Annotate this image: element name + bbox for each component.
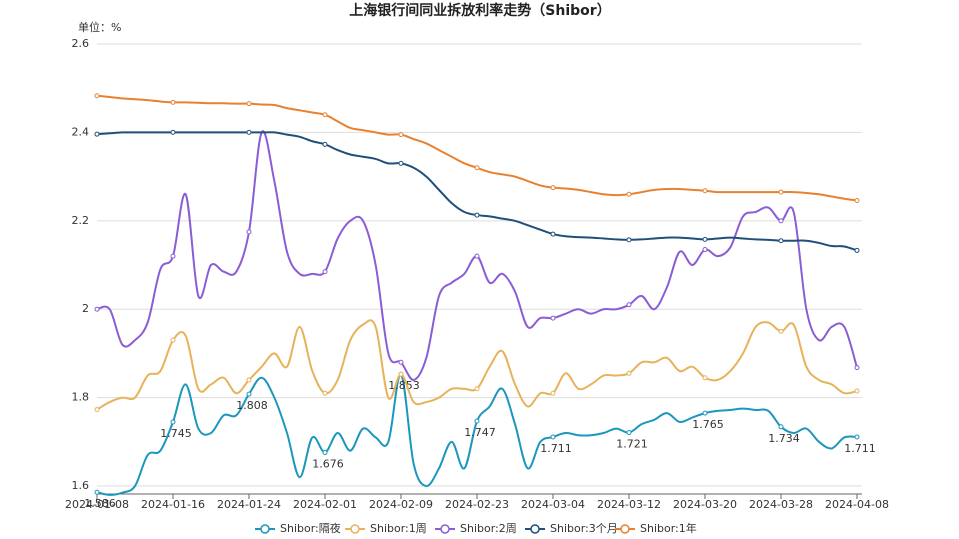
legend-marker [440, 524, 450, 534]
point-marker [170, 419, 176, 425]
series-line [96, 94, 858, 202]
point-marker [854, 247, 860, 253]
point-marker [550, 315, 556, 321]
data-label: 1.676 [312, 457, 344, 470]
point-marker [626, 370, 632, 376]
data-label: 1.586 [84, 497, 116, 510]
point-marker [778, 218, 784, 224]
point-marker [322, 141, 328, 147]
data-label: 1.808 [236, 399, 268, 412]
point-marker [474, 386, 480, 392]
point-marker [550, 185, 556, 191]
point-marker [170, 129, 176, 135]
point-marker [246, 101, 252, 107]
point-marker [170, 99, 176, 105]
y-tick-label: 1.8 [72, 391, 90, 404]
point-marker [398, 160, 404, 166]
point-marker [94, 131, 100, 137]
point-marker [854, 388, 860, 394]
y-tick-label: 2.2 [72, 214, 90, 227]
point-marker [398, 371, 404, 377]
point-marker [778, 189, 784, 195]
point-marker [854, 434, 860, 440]
point-marker [778, 424, 784, 430]
point-marker [702, 247, 708, 253]
x-tick-label: 2024-03-12 [597, 498, 661, 511]
data-label: 1.711 [844, 442, 876, 455]
data-label: 1.765 [692, 418, 724, 431]
data-label: 1.853 [388, 379, 420, 392]
legend-label: Shibor:1年 [640, 521, 697, 535]
point-marker [702, 375, 708, 381]
point-marker [474, 418, 480, 424]
point-marker [94, 306, 100, 312]
x-tick-label: 2024-03-04 [521, 498, 585, 511]
point-marker [702, 188, 708, 194]
point-marker [322, 269, 328, 275]
legend-marker [350, 524, 360, 534]
legend-marker [530, 524, 540, 534]
x-tick-label: 2024-01-08 [65, 498, 129, 511]
legend-label: Shibor:3个月 [550, 522, 618, 535]
point-marker [550, 434, 556, 440]
point-marker [626, 191, 632, 197]
legend-marker [260, 524, 270, 534]
point-marker [626, 237, 632, 243]
point-marker [854, 365, 860, 371]
x-tick-label: 2024-03-28 [749, 498, 813, 511]
x-tick-label: 2024-01-24 [217, 498, 281, 511]
series-line [96, 319, 858, 411]
data-label: 1.711 [540, 442, 572, 455]
point-marker [626, 430, 632, 436]
point-marker [170, 337, 176, 343]
legend-marker [620, 524, 630, 534]
point-marker [626, 302, 632, 308]
point-marker [550, 390, 556, 396]
point-marker [246, 391, 252, 397]
point-marker [474, 165, 480, 171]
point-marker [702, 236, 708, 242]
x-tick-label: 2024-04-08 [825, 498, 889, 511]
point-marker [778, 328, 784, 334]
point-marker [474, 212, 480, 218]
legend-label: Shibor:2周 [460, 522, 517, 535]
point-marker [550, 231, 556, 237]
x-tick-label: 2024-02-09 [369, 498, 433, 511]
y-tick-label: 2.4 [72, 125, 90, 138]
point-marker [398, 132, 404, 138]
x-tick-label: 2024-02-23 [445, 498, 509, 511]
y-axis-label: 单位：% [78, 20, 121, 34]
point-marker [322, 390, 328, 396]
x-tick-label: 2024-01-16 [141, 498, 205, 511]
point-marker [170, 253, 176, 259]
y-tick-label: 2 [82, 302, 89, 315]
point-marker [778, 238, 784, 244]
point-marker [246, 129, 252, 135]
point-marker [398, 359, 404, 365]
legend-label: Shibor:1周 [370, 522, 427, 535]
point-marker [94, 93, 100, 99]
point-marker [702, 410, 708, 416]
legend-label: Shibor:隔夜 [280, 521, 341, 535]
series-line [96, 130, 858, 381]
x-tick-label: 2024-02-01 [293, 498, 357, 511]
data-label: 1.734 [768, 432, 800, 445]
point-marker [246, 229, 252, 235]
series-line [96, 373, 858, 496]
data-label: 1.721 [616, 438, 648, 451]
point-marker [322, 449, 328, 455]
y-tick-label: 2.6 [72, 37, 90, 50]
point-marker [322, 112, 328, 118]
data-label: 1.745 [160, 427, 192, 440]
point-marker [474, 253, 480, 259]
data-label: 1.747 [464, 426, 496, 439]
point-marker [854, 197, 860, 203]
point-marker [246, 377, 252, 383]
chart-title: 上海银行间同业拆放利率走势（Shibor） [349, 2, 610, 19]
x-tick-label: 2024-03-20 [673, 498, 737, 511]
point-marker [94, 407, 100, 413]
point-marker [94, 489, 100, 495]
y-tick-label: 1.6 [72, 479, 90, 492]
